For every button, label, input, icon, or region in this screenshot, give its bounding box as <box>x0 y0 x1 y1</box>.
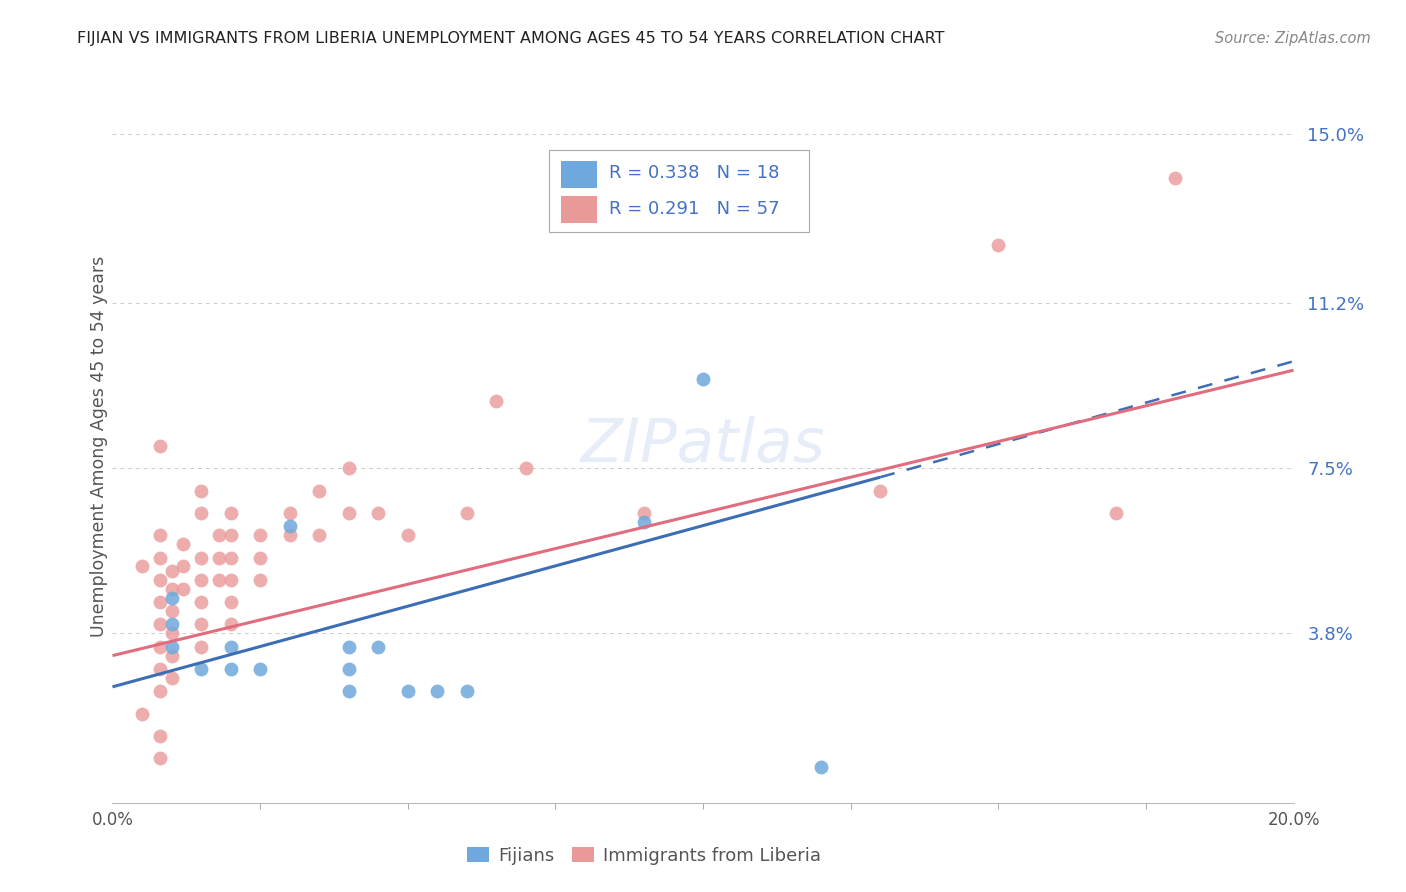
Point <box>160 648 183 663</box>
Point <box>160 640 183 654</box>
Point <box>208 550 231 565</box>
Point <box>190 640 212 654</box>
Point <box>396 684 419 698</box>
Point <box>219 617 242 632</box>
Point <box>456 684 478 698</box>
Point <box>869 483 891 498</box>
Point <box>219 662 242 676</box>
Point <box>219 640 242 654</box>
FancyBboxPatch shape <box>561 161 596 187</box>
Point <box>633 506 655 520</box>
Point <box>208 528 231 542</box>
Point <box>308 528 330 542</box>
Point <box>810 760 832 774</box>
Point <box>219 528 242 542</box>
Point <box>149 550 172 565</box>
Point <box>149 439 172 453</box>
Text: Source: ZipAtlas.com: Source: ZipAtlas.com <box>1215 31 1371 46</box>
Point <box>1164 171 1187 186</box>
Point <box>160 604 183 618</box>
Point <box>278 528 301 542</box>
Point <box>219 573 242 587</box>
Point <box>219 595 242 609</box>
Text: ZIPatlas: ZIPatlas <box>581 417 825 475</box>
Point <box>633 515 655 529</box>
Point <box>987 238 1010 252</box>
Point <box>149 640 172 654</box>
Point <box>149 573 172 587</box>
FancyBboxPatch shape <box>550 150 810 232</box>
Point <box>149 528 172 542</box>
Point <box>190 483 212 498</box>
Point <box>172 582 194 596</box>
Legend: Fijians, Immigrants from Liberia: Fijians, Immigrants from Liberia <box>460 840 828 872</box>
Point <box>337 640 360 654</box>
Text: R = 0.291   N = 57: R = 0.291 N = 57 <box>609 200 779 218</box>
Text: FIJIAN VS IMMIGRANTS FROM LIBERIA UNEMPLOYMENT AMONG AGES 45 TO 54 YEARS CORRELA: FIJIAN VS IMMIGRANTS FROM LIBERIA UNEMPL… <box>77 31 945 46</box>
Point <box>426 684 449 698</box>
Y-axis label: Unemployment Among Ages 45 to 54 years: Unemployment Among Ages 45 to 54 years <box>90 255 108 637</box>
FancyBboxPatch shape <box>561 196 596 223</box>
Point <box>249 528 271 542</box>
Point <box>149 684 172 698</box>
Point <box>160 671 183 685</box>
Point <box>190 506 212 520</box>
Point <box>337 506 360 520</box>
Point <box>337 662 360 676</box>
Point <box>149 751 172 765</box>
Point <box>172 537 194 551</box>
Point <box>367 640 389 654</box>
Point <box>160 617 183 632</box>
Point <box>1105 506 1128 520</box>
Point <box>131 559 153 574</box>
Point <box>131 706 153 721</box>
Point <box>249 550 271 565</box>
Point <box>149 595 172 609</box>
Point <box>149 729 172 743</box>
Point <box>160 564 183 578</box>
Point <box>160 591 183 605</box>
Point <box>337 684 360 698</box>
Point <box>396 528 419 542</box>
Point <box>515 461 537 475</box>
Point <box>172 559 194 574</box>
Point <box>249 662 271 676</box>
Point <box>190 595 212 609</box>
Point <box>190 662 212 676</box>
Point <box>190 550 212 565</box>
Point <box>456 506 478 520</box>
Text: R = 0.338   N = 18: R = 0.338 N = 18 <box>609 164 779 182</box>
Point <box>160 626 183 640</box>
Point <box>337 461 360 475</box>
Point <box>278 519 301 533</box>
Point <box>190 617 212 632</box>
Point <box>219 506 242 520</box>
Point <box>208 573 231 587</box>
Point <box>149 662 172 676</box>
Point <box>249 573 271 587</box>
Point <box>308 483 330 498</box>
Point <box>692 372 714 386</box>
Point <box>367 506 389 520</box>
Point <box>485 394 508 409</box>
Point <box>149 617 172 632</box>
Point <box>219 550 242 565</box>
Point <box>278 506 301 520</box>
Point <box>160 582 183 596</box>
Point <box>190 573 212 587</box>
